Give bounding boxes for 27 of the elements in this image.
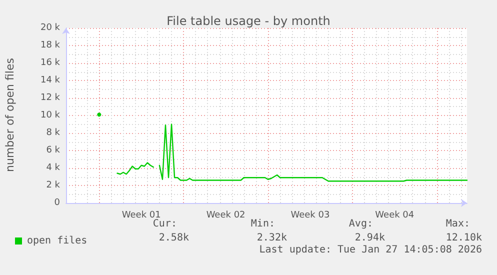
- x-tick-label: Week 03: [290, 210, 330, 220]
- y-tick-label: 16 k: [40, 58, 61, 68]
- text: Min:: [250, 218, 275, 230]
- y-tick-label: 2 k: [46, 180, 61, 190]
- y-tick-label: 10 k: [40, 110, 61, 120]
- y-tick-label: 8 k: [46, 128, 61, 138]
- text: Cur:: [152, 218, 177, 230]
- legend-label: open files: [27, 236, 88, 246]
- x-tick-label: Week 01: [122, 210, 161, 220]
- text: 2.94k: [354, 232, 385, 244]
- y-tick-label: 14 k: [40, 76, 61, 86]
- text: Max:: [446, 218, 470, 230]
- y-axis-title: number of open files: [4, 58, 16, 172]
- text: Avg:: [348, 218, 373, 230]
- y-tick-label: 0: [54, 198, 60, 208]
- y-tick-label: 20 k: [40, 23, 61, 33]
- x-tick-label: Week 02: [206, 210, 246, 220]
- text: Last update: Tue Jan 27 14:05:08 2026: [259, 244, 482, 256]
- text: 2.58k: [158, 232, 189, 244]
- text: 12.10k: [446, 232, 482, 244]
- x-tick-label: Week 04: [375, 210, 414, 220]
- text: 2.32k: [256, 232, 287, 244]
- y-tick-label: 4 k: [46, 163, 61, 173]
- y-tick-label: 12 k: [40, 93, 61, 103]
- chart-title: File table usage - by month: [166, 14, 330, 28]
- y-tick-label: 6 k: [46, 146, 61, 156]
- y-tick-label: 18 k: [40, 40, 61, 50]
